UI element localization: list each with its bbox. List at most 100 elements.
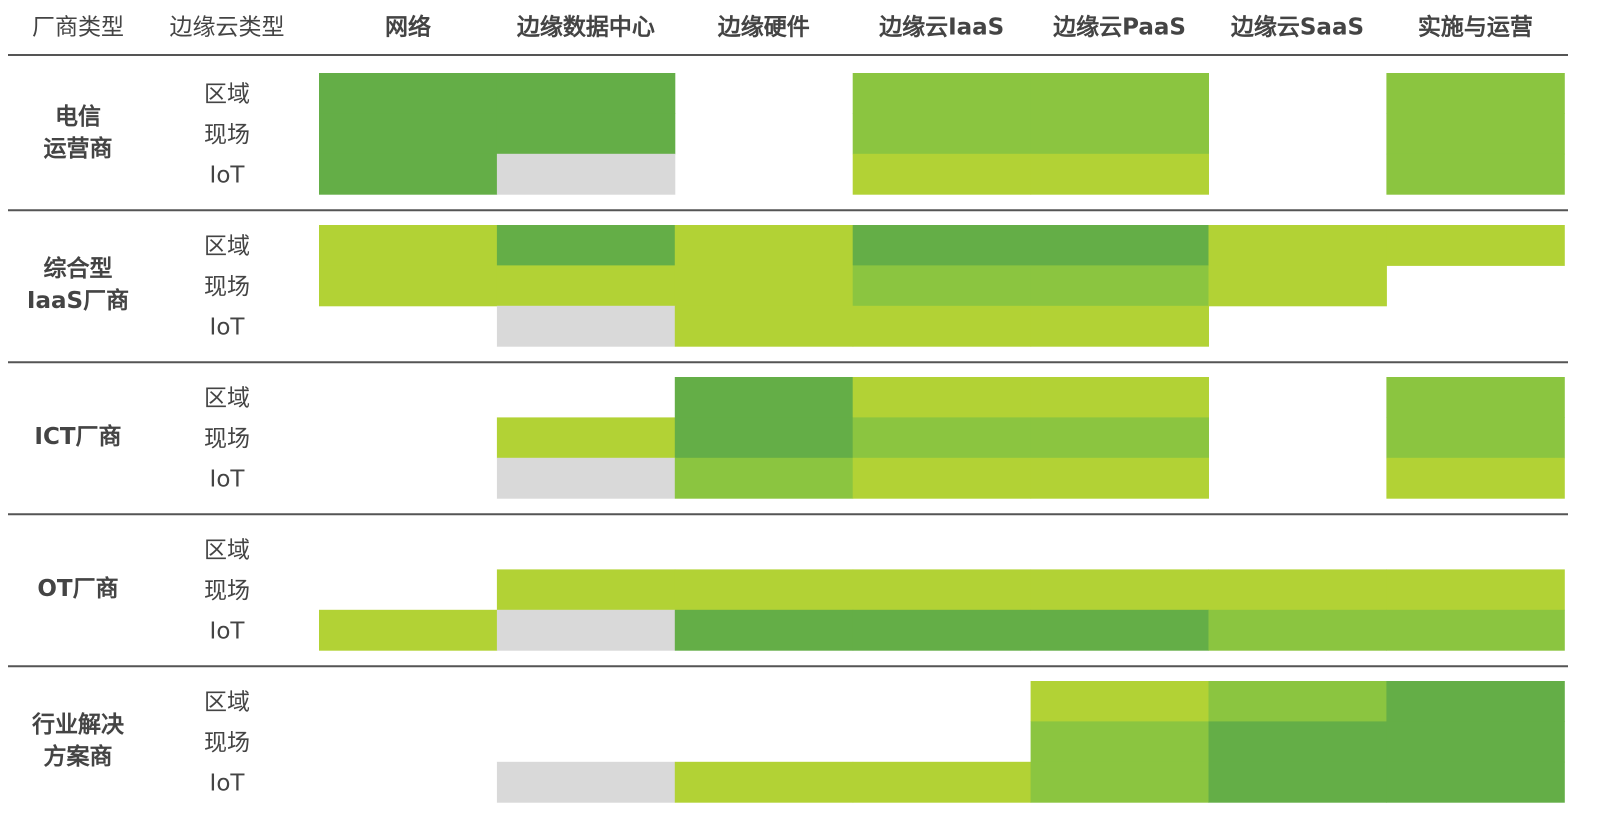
cell	[852, 377, 1032, 418]
cell	[1386, 153, 1565, 195]
cell	[1386, 457, 1565, 499]
cell	[496, 265, 676, 307]
cell	[674, 305, 854, 347]
cell	[674, 417, 854, 459]
cell	[496, 225, 676, 266]
column-header: 厂商类型	[32, 15, 124, 41]
cell	[674, 761, 854, 803]
cell	[1030, 113, 1209, 155]
cell	[496, 305, 676, 347]
group-label: 运营商	[44, 135, 113, 162]
cell	[1030, 457, 1209, 499]
cell	[1208, 225, 1387, 266]
cell	[1208, 569, 1387, 611]
row-label: 现场	[204, 426, 250, 452]
cell	[1030, 265, 1209, 307]
cell	[319, 153, 498, 195]
cell	[674, 609, 854, 651]
cell	[852, 761, 1032, 803]
cell	[1030, 417, 1209, 459]
group-label: ICT厂商	[34, 423, 121, 450]
row-label: IoT	[210, 619, 246, 645]
cell	[852, 609, 1032, 651]
group-label: 综合型	[44, 255, 113, 282]
cell	[496, 73, 676, 114]
column-header: 边缘云IaaS	[879, 14, 1004, 41]
cell	[1030, 569, 1209, 611]
cell	[1208, 265, 1387, 307]
cell	[1386, 681, 1565, 722]
cell	[852, 73, 1032, 114]
row-label: 区域	[204, 386, 250, 412]
column-header: 边缘云PaaS	[1053, 14, 1186, 41]
cell	[852, 569, 1032, 611]
cell	[1386, 761, 1565, 803]
group-label: IaaS厂商	[27, 287, 129, 314]
row-label: IoT	[210, 467, 246, 493]
row-label: 区域	[204, 234, 250, 260]
column-header: 网络	[385, 14, 431, 41]
row-label: IoT	[210, 315, 246, 341]
cell	[852, 457, 1032, 499]
group-label: OT厂商	[37, 575, 118, 602]
row-label: 现场	[204, 274, 250, 300]
group-label: 方案商	[44, 743, 113, 770]
cell	[852, 305, 1032, 347]
cell	[496, 113, 676, 155]
cell	[674, 569, 854, 611]
cell	[852, 417, 1032, 459]
row-label: 现场	[204, 578, 250, 604]
cell	[1030, 225, 1209, 266]
row-label: 区域	[204, 690, 250, 716]
cell	[1208, 609, 1387, 651]
cell	[496, 609, 676, 651]
cell	[319, 73, 498, 114]
cell	[1030, 153, 1209, 195]
cell	[1386, 73, 1565, 114]
cell	[674, 225, 854, 266]
cell	[1208, 721, 1387, 763]
row-label: IoT	[210, 163, 246, 189]
row-label: 区域	[204, 538, 250, 564]
column-header: 边缘硬件	[718, 14, 810, 41]
cell	[496, 417, 676, 459]
cell	[496, 457, 676, 499]
cell	[1030, 609, 1209, 651]
group-label: 行业解决	[31, 711, 125, 738]
cell	[1208, 761, 1387, 803]
column-header: 边缘云类型	[170, 15, 285, 41]
row-label: 区域	[204, 82, 250, 108]
row-label: 现场	[204, 730, 250, 756]
group-label: 电信	[55, 103, 101, 130]
row-label: IoT	[210, 771, 246, 797]
cell	[1030, 377, 1209, 418]
cell	[852, 153, 1032, 195]
cell	[1030, 681, 1209, 722]
cell	[496, 761, 676, 803]
cell	[319, 609, 498, 651]
column-header: 边缘数据中心	[517, 14, 655, 41]
cell	[674, 457, 854, 499]
cell	[1386, 609, 1565, 651]
cell	[1030, 761, 1209, 803]
cell	[852, 225, 1032, 266]
cell	[1030, 305, 1209, 347]
cell	[496, 569, 676, 611]
cell	[852, 265, 1032, 307]
cell	[1386, 225, 1565, 266]
cell	[852, 113, 1032, 155]
cell	[1030, 73, 1209, 114]
cell	[1386, 569, 1565, 611]
cell	[1386, 377, 1565, 418]
cell	[1386, 417, 1565, 459]
cell	[496, 153, 676, 195]
cell	[674, 265, 854, 307]
cell	[1030, 721, 1209, 763]
cell	[674, 377, 854, 418]
cell	[319, 113, 498, 155]
cell	[319, 265, 498, 307]
cell	[1386, 721, 1565, 763]
column-header: 实施与运营	[1418, 14, 1533, 41]
row-label: 现场	[204, 122, 250, 148]
